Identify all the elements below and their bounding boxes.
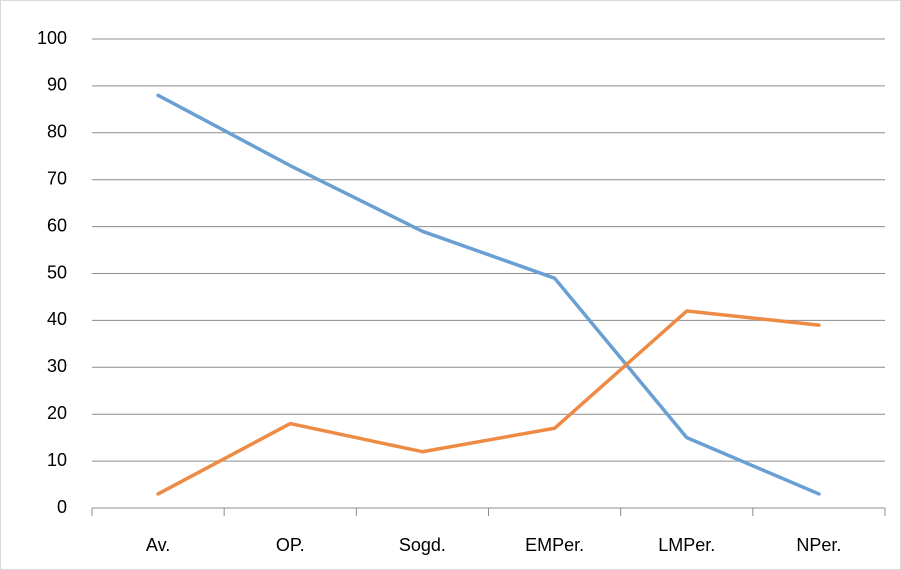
y-tick-label: 0 <box>57 497 67 517</box>
x-tick-label: Av. <box>146 535 170 555</box>
x-tick-label: Sogd. <box>399 535 446 555</box>
x-tick-label: LMPer. <box>658 535 715 555</box>
y-tick-label: 80 <box>47 122 67 142</box>
y-tick-label: 40 <box>47 309 67 329</box>
y-tick-label: 60 <box>47 215 67 235</box>
y-tick-label: 20 <box>47 403 67 423</box>
y-tick-label: 100 <box>37 28 67 48</box>
y-tick-label: 10 <box>47 450 67 470</box>
x-tick-label: NPer. <box>796 535 841 555</box>
y-tick-label: 50 <box>47 262 67 282</box>
chart: 0 10 20 30 40 50 60 70 80 90 100 Av. OP. Sogd. EMPer. L… <box>0 0 901 570</box>
x-tick-label: EMPer. <box>525 535 584 555</box>
x-tick-label: OP. <box>276 535 305 555</box>
y-tick-label: 70 <box>47 168 67 188</box>
y-tick-label: 30 <box>47 356 67 376</box>
y-tick-label: 90 <box>47 75 67 95</box>
